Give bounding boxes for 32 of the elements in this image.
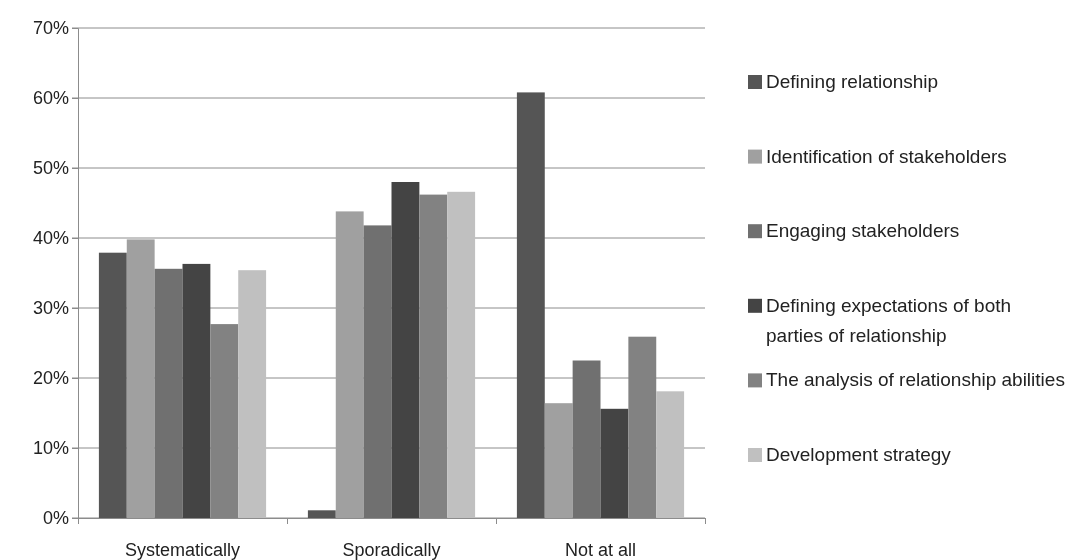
bar bbox=[307, 510, 336, 518]
bar bbox=[656, 391, 685, 518]
bar bbox=[363, 225, 392, 518]
y-tick-label: 60% bbox=[32, 88, 69, 109]
bar bbox=[126, 239, 155, 518]
bar bbox=[544, 403, 573, 518]
legend-label: Defining relationship bbox=[766, 71, 939, 92]
bar bbox=[238, 270, 267, 518]
bar bbox=[154, 268, 183, 518]
x-tick-label: Not at all bbox=[564, 540, 637, 560]
x-tick-label: Systematically bbox=[124, 540, 241, 560]
bar bbox=[447, 191, 476, 518]
legend-label: Development strategy bbox=[766, 444, 952, 465]
bar bbox=[572, 360, 601, 518]
bar bbox=[516, 92, 545, 518]
y-tick-label: 0% bbox=[42, 508, 69, 529]
bar bbox=[391, 182, 420, 518]
y-tick-label: 50% bbox=[32, 158, 69, 179]
y-tick-label: 30% bbox=[32, 298, 69, 319]
legend-label: The analysis of relationship abilities bbox=[766, 369, 1065, 391]
bar bbox=[182, 263, 211, 518]
bar bbox=[600, 408, 629, 518]
y-tick-label: 70% bbox=[32, 18, 69, 39]
x-tick-label: Sporadically bbox=[342, 540, 441, 560]
y-tick-label: 40% bbox=[32, 228, 69, 249]
bar bbox=[98, 252, 127, 518]
y-tick-label: 10% bbox=[32, 438, 69, 459]
legend-label: Engaging stakeholders bbox=[766, 220, 960, 242]
legend-label: Identification of stakeholders bbox=[766, 145, 1007, 167]
legend-label: Defining expectations of both parties of relationship bbox=[766, 294, 1012, 346]
y-tick-label: 20% bbox=[32, 368, 69, 389]
bar bbox=[335, 211, 364, 518]
